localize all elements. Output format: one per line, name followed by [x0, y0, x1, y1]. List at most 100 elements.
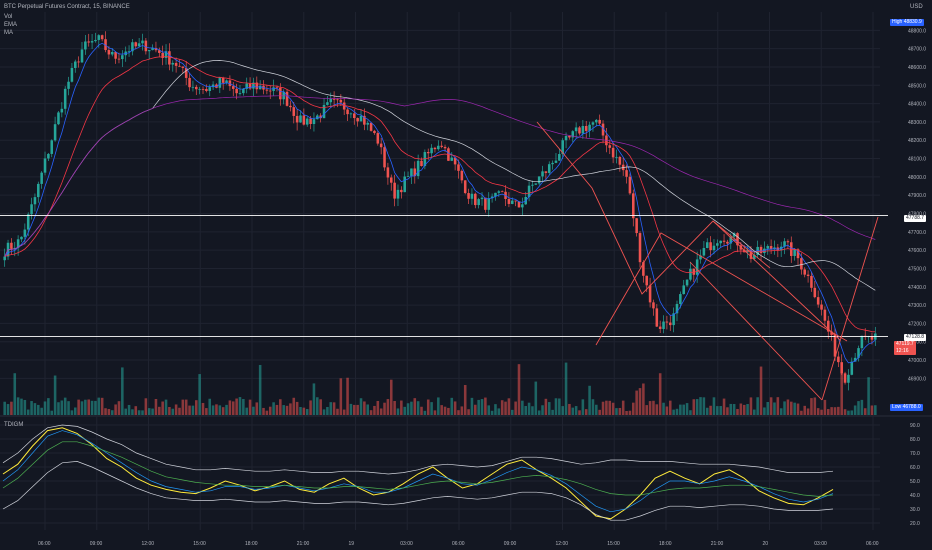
volume-bar — [830, 407, 833, 415]
volume-bar — [584, 409, 588, 415]
price-axis[interactable]: 46900.0 47000.0 47100.0 47200.0 47300.0 47400… — [908, 28, 926, 382]
candle-body — [689, 268, 692, 280]
volume-bar — [554, 398, 558, 415]
candle-body — [171, 62, 175, 65]
volume-bar — [800, 410, 803, 415]
candle-body — [547, 164, 551, 173]
candle-body — [611, 147, 615, 158]
candle-body — [386, 167, 390, 178]
currency-label[interactable]: USD — [910, 4, 923, 10]
candle-body — [221, 77, 225, 83]
candle-body — [847, 374, 850, 383]
candle-body — [53, 124, 57, 141]
volume-bar — [753, 409, 756, 415]
volume-bar — [595, 404, 598, 415]
candle-body — [783, 241, 786, 247]
volume-bar — [420, 406, 423, 415]
volume-bar — [816, 408, 820, 415]
volume-bar — [521, 400, 524, 415]
candle-body — [77, 61, 80, 63]
last-price-badge: 47119.7 12:16 — [894, 341, 916, 355]
volume-bar — [319, 399, 322, 415]
candle-body — [208, 87, 212, 91]
candle-body — [94, 39, 97, 42]
volume-bar — [662, 402, 665, 415]
time-tick-label: 03:00 — [814, 541, 827, 547]
oscillator-title[interactable]: TDIGM — [4, 422, 24, 428]
candle-body — [490, 196, 494, 199]
volume-bar — [134, 406, 138, 415]
volume-bar — [393, 401, 396, 415]
candle-body — [440, 145, 443, 147]
candle-body — [168, 51, 171, 65]
candle-body — [285, 91, 289, 106]
volume-bar — [161, 401, 164, 415]
volume-bar — [144, 398, 148, 415]
time-axis[interactable]: 06:00 09:00 12:00 15:00 18:00 21:00 19 03:00 06:… — [38, 541, 879, 547]
candle-body — [151, 47, 154, 51]
candle-body — [467, 193, 470, 199]
volume-bar — [73, 407, 77, 415]
volume-bar — [719, 406, 722, 415]
indicator-ema[interactable]: EMA — [4, 22, 18, 28]
volume-bar — [635, 390, 638, 415]
horizontal-levels[interactable] — [0, 215, 888, 337]
time-tick-label: 21:00 — [297, 541, 310, 547]
candle-body — [480, 197, 484, 200]
candle-body — [645, 275, 649, 286]
candle-body — [373, 130, 376, 134]
osc-tick-label: 70.0 — [910, 451, 920, 457]
candle-body — [339, 99, 343, 103]
candle-body — [195, 86, 198, 90]
candle-body — [413, 168, 417, 177]
candle-body — [732, 233, 736, 237]
tdi-base-line — [2, 441, 834, 497]
candle-body — [705, 242, 709, 249]
candle-body — [655, 308, 659, 327]
high-label: High — [892, 19, 903, 25]
candle-body — [379, 143, 383, 148]
volume-bar — [605, 400, 608, 415]
volume-bar — [739, 403, 743, 415]
candle-body — [289, 105, 292, 108]
candle-body — [144, 40, 148, 52]
candle-body — [376, 133, 380, 144]
indicator-ma[interactable]: MA — [4, 30, 13, 36]
osc-tick-label: 40.0 — [910, 493, 920, 499]
candle-body — [218, 77, 222, 88]
volume-bar — [453, 401, 457, 415]
tdi-rsi-line — [2, 427, 834, 520]
candle-body — [363, 115, 366, 125]
time-tick-label: 18:00 — [245, 541, 258, 547]
volume-bar — [215, 404, 218, 415]
volume-bar — [601, 401, 605, 415]
volume-bar — [184, 399, 188, 415]
volume-bar — [874, 405, 877, 415]
volume-bar — [732, 404, 736, 415]
price-tick-label: 48700.0 — [908, 47, 926, 53]
candle-body — [652, 302, 655, 309]
volume-bar — [356, 404, 359, 415]
time-tick-label: 06:00 — [38, 541, 51, 547]
candle-body — [568, 135, 571, 138]
candle-body — [188, 77, 191, 88]
time-tick-label: 20 — [763, 541, 769, 547]
volume-bar — [668, 400, 672, 415]
level-upper-badge[interactable]: 47788.7 — [904, 215, 927, 222]
volume-bar — [104, 408, 107, 415]
volume-bar — [84, 399, 87, 415]
volume-bar — [558, 398, 561, 415]
trendline-drawings[interactable] — [536, 121, 879, 401]
indicator-vol[interactable]: Vol — [4, 14, 13, 20]
volume-bar — [467, 409, 470, 415]
price-tick-label: 48800.0 — [908, 28, 926, 34]
candle-body — [134, 42, 138, 47]
candle-body — [198, 88, 201, 90]
level-lower-badge[interactable]: 47128.8 — [904, 334, 927, 341]
volume-bar — [94, 400, 97, 415]
candle-body — [104, 39, 107, 51]
volume-bar — [564, 362, 568, 415]
volume-bar — [682, 404, 685, 415]
volume-bar — [262, 407, 265, 415]
